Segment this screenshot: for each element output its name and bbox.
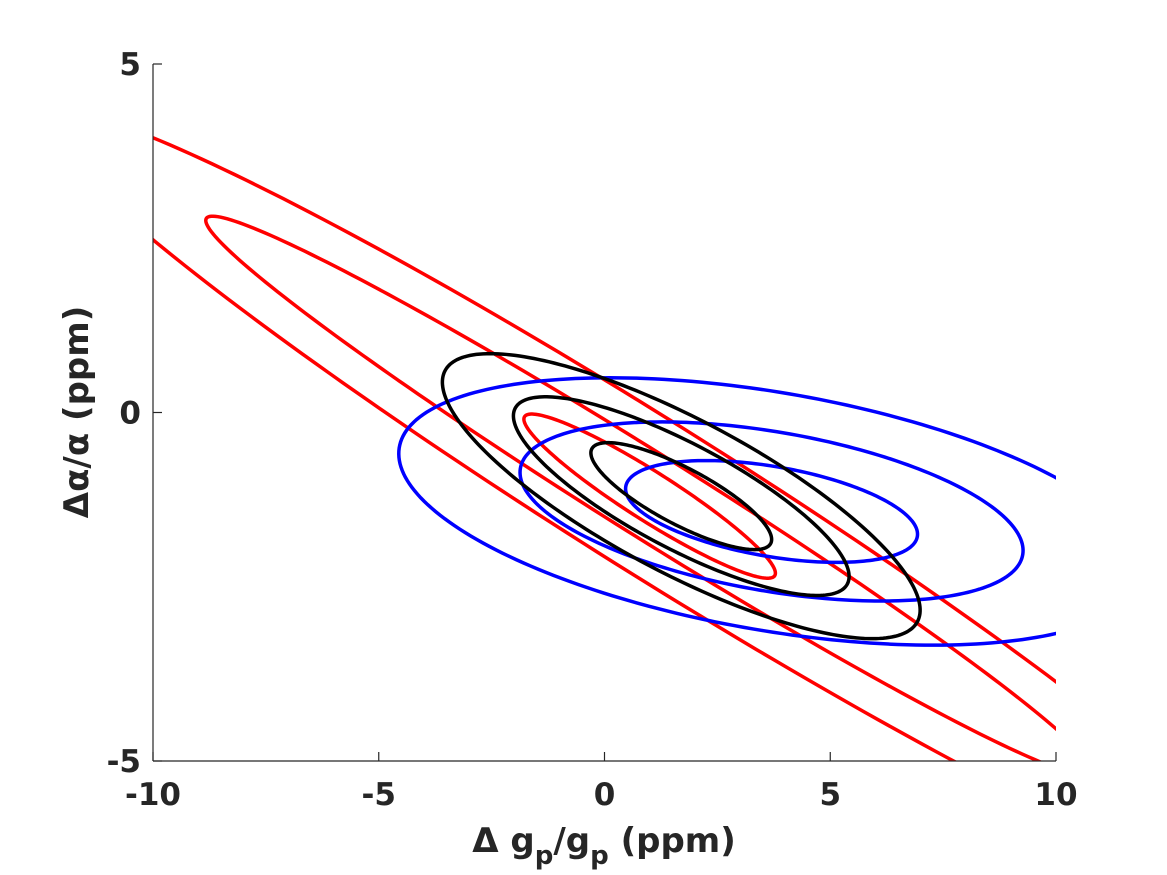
x-tick-label: -10 bbox=[125, 777, 181, 813]
black-contour-1 bbox=[589, 440, 774, 552]
black-contour-2 bbox=[511, 395, 851, 598]
red-contour-1 bbox=[522, 412, 778, 580]
x-tick-label: 5 bbox=[819, 777, 841, 813]
y-tick-label: -5 bbox=[107, 744, 141, 780]
x-tick-label: -5 bbox=[362, 777, 396, 813]
blue-contour-1 bbox=[623, 458, 920, 565]
y-tick-label: 5 bbox=[119, 47, 141, 83]
x-ticks: -10 -5 0 5 10 bbox=[125, 752, 1078, 813]
red-contour-3 bbox=[153, 135, 1056, 761]
y-ticks: -5 0 5 bbox=[107, 47, 162, 780]
x-tick-label: 0 bbox=[594, 777, 616, 813]
blue-contour-2 bbox=[518, 420, 1025, 603]
contour-layer bbox=[153, 135, 1056, 761]
y-tick-label: 0 bbox=[119, 396, 141, 432]
red-contour-2 bbox=[204, 214, 1056, 761]
black-contour-3 bbox=[440, 351, 922, 641]
blue-contour-3 bbox=[397, 376, 1056, 647]
x-tick-label: 10 bbox=[1034, 777, 1077, 813]
x-axis-label: Δ gp/gp (ppm) bbox=[472, 821, 736, 871]
axes bbox=[152, 64, 1056, 762]
y-axis-label: Δα/α (ppm) bbox=[57, 306, 97, 518]
